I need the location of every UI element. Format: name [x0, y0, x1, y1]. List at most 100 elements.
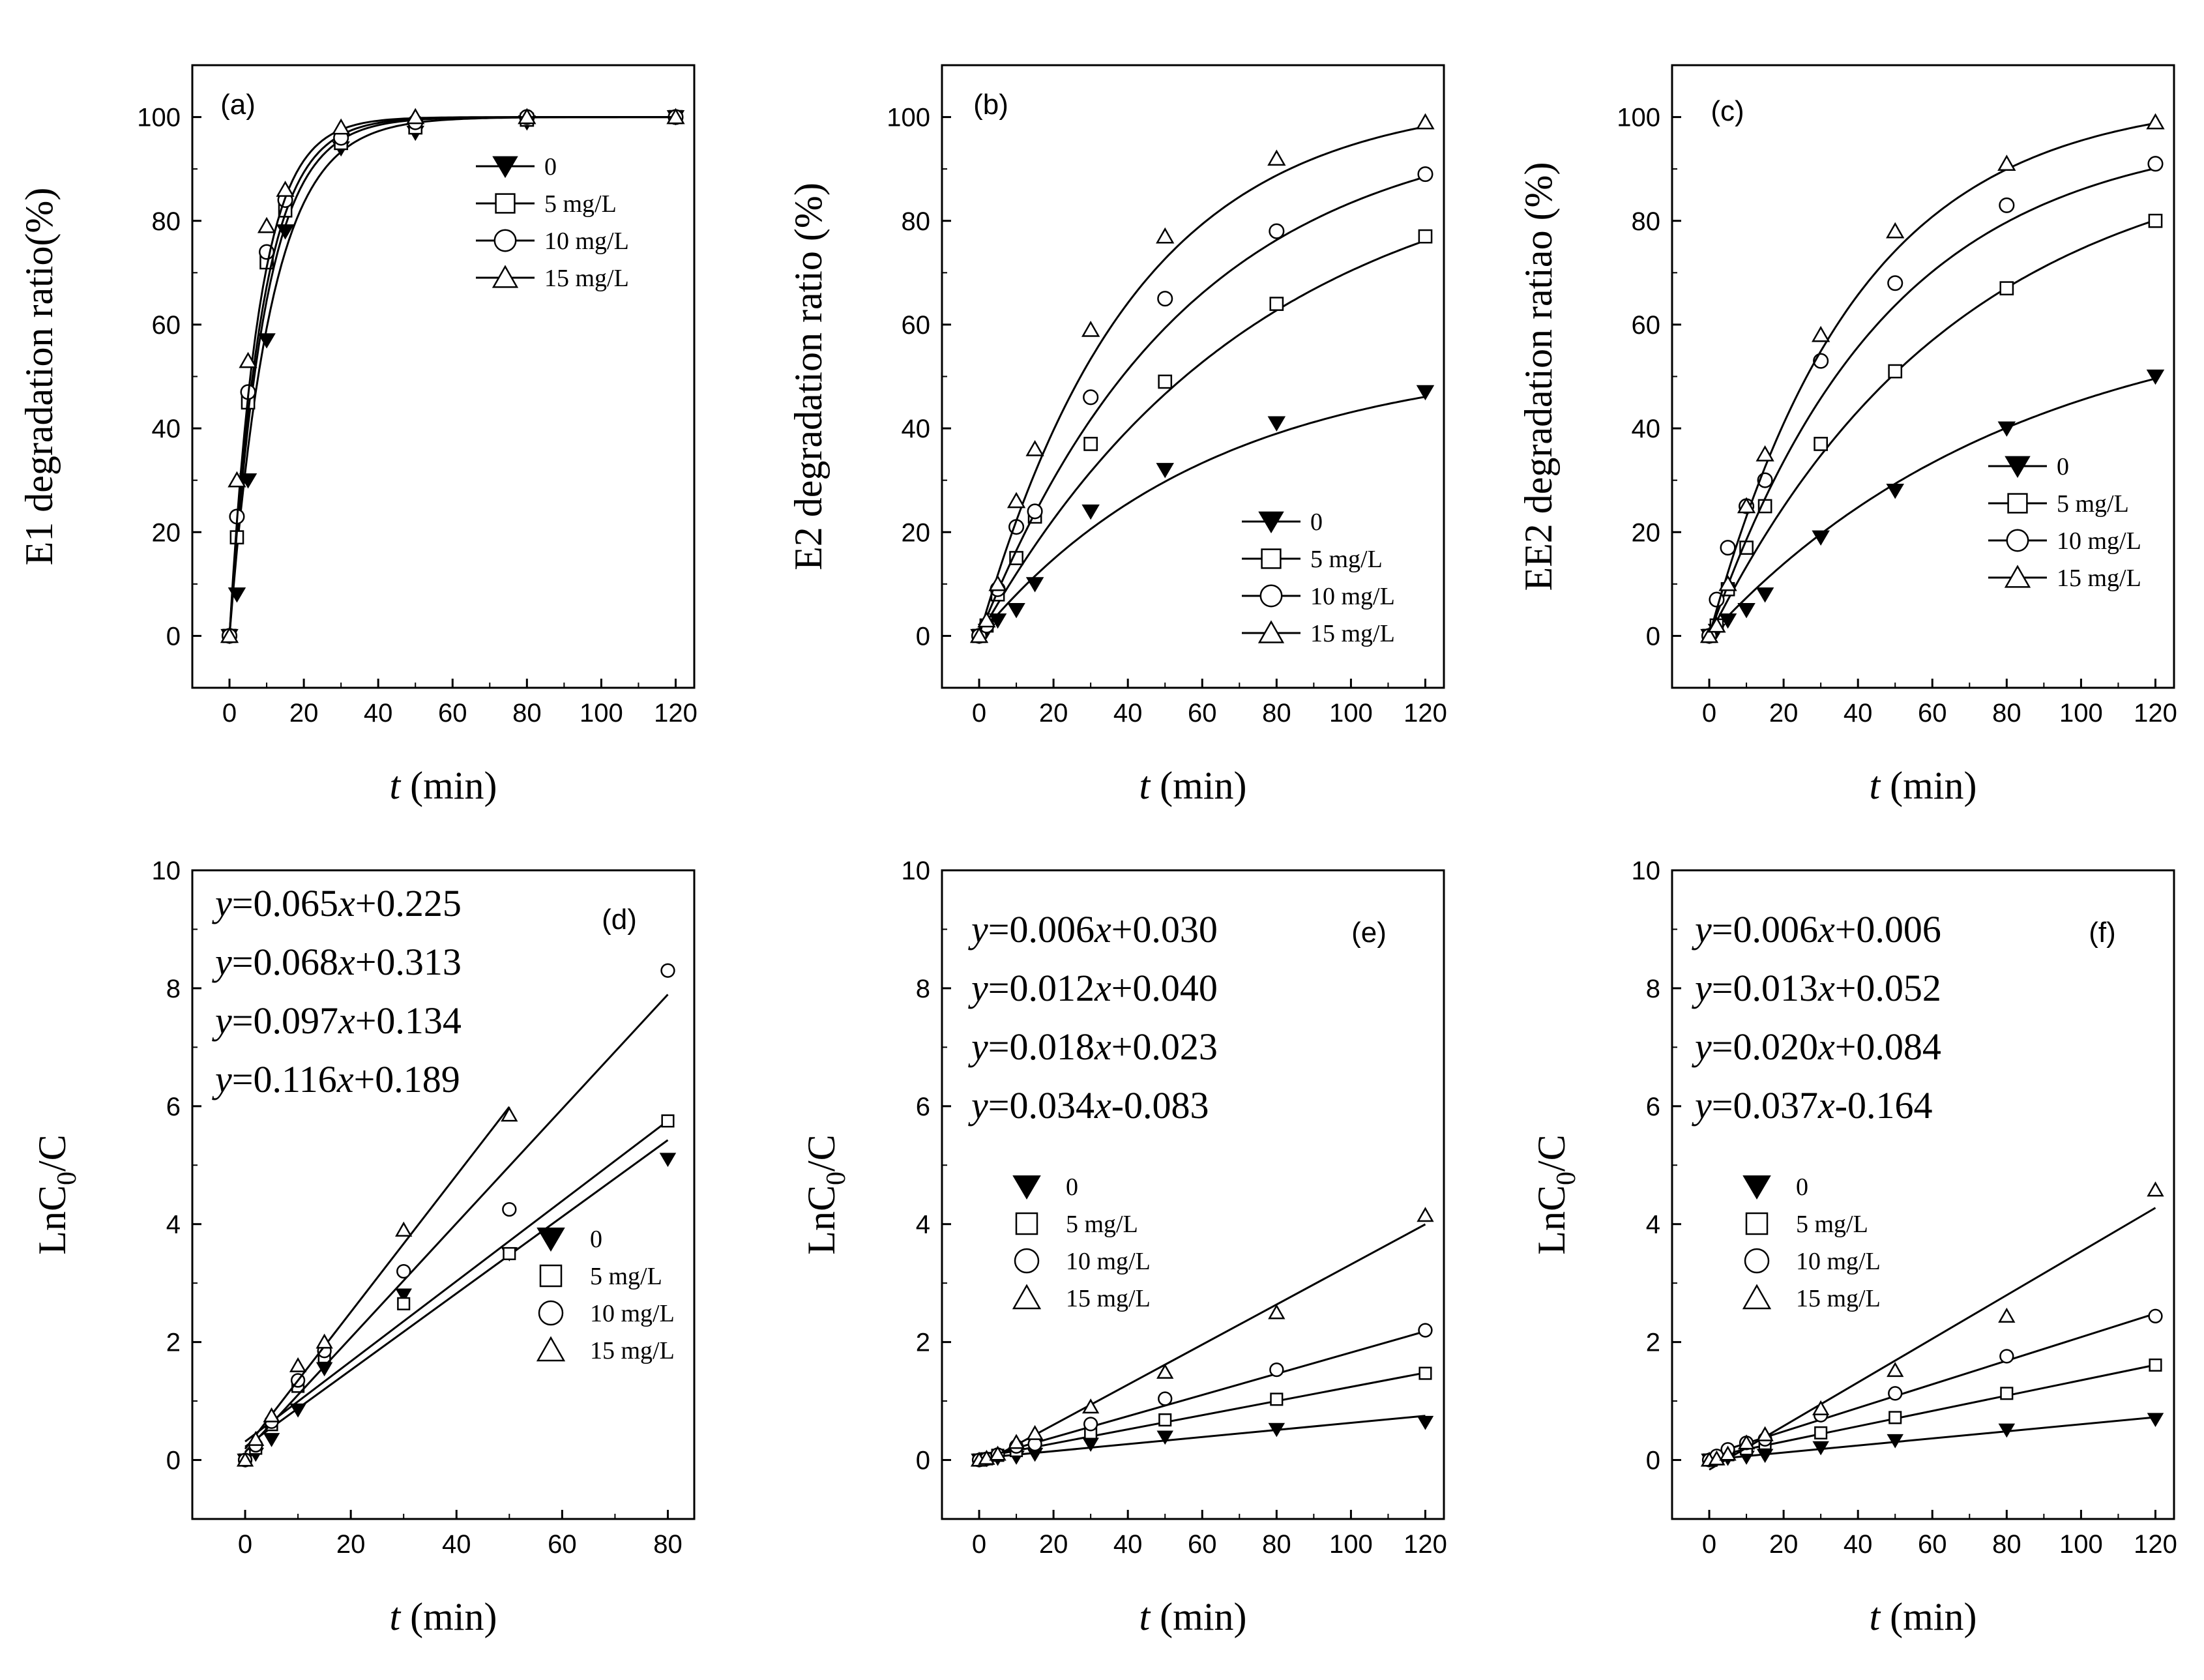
- data-point: [661, 1114, 675, 1128]
- y-tick-label: 2: [1646, 1329, 1660, 1357]
- data-point: [1418, 1366, 1432, 1380]
- y-tick-label: 40: [152, 415, 181, 443]
- regression-line: [1709, 1312, 2156, 1456]
- data-point: [989, 1445, 1006, 1461]
- x-tick-label: 20: [1039, 1530, 1068, 1559]
- y-tick-label: 100: [1617, 104, 1660, 132]
- data-point: [1887, 1434, 1903, 1449]
- x-tick-label: 20: [1039, 699, 1068, 728]
- fit-equation: y=0.013x+0.052: [1692, 967, 1941, 1009]
- equation-intercept: +0.006: [1835, 908, 1941, 951]
- data-point: [1081, 1398, 1100, 1414]
- equation-y: y: [968, 1084, 988, 1127]
- y-tick-label: 20: [902, 518, 931, 547]
- equation-y: y: [212, 999, 232, 1042]
- y-tick-label: 0: [166, 622, 181, 651]
- data-point: [1268, 1422, 1286, 1437]
- x-axis-variable: t: [390, 1595, 402, 1638]
- data-point: [1888, 364, 1903, 379]
- x-axis-variable: t: [1139, 1595, 1151, 1638]
- x-axis-label: t (min): [1870, 764, 1977, 807]
- legend: 0 5 mg/L 10 mg/L 15 mg/L: [476, 153, 629, 292]
- plot-frame: [191, 64, 696, 689]
- y-tick-label: 10: [1632, 857, 1661, 885]
- legend-entry: 10 mg/L: [1744, 1248, 1881, 1275]
- data-point: [289, 1357, 307, 1372]
- x-axis-unit: (min): [1880, 764, 1976, 807]
- x-tick-label: 0: [1702, 1530, 1716, 1559]
- y-axis-label-tail: /C: [1530, 1134, 1573, 1172]
- equation-slope: =0.068: [232, 941, 338, 983]
- legend-label: 5 mg/L: [1066, 1211, 1138, 1238]
- y-axis-label-tail: /C: [31, 1134, 74, 1172]
- data-point: [1814, 437, 1828, 451]
- chart-panel-2: 0 20 40 60 80 100 120 0 20 40 60 80 100 t (min) E2 deg…: [787, 64, 1447, 807]
- x-tick-label: 100: [2059, 699, 2103, 728]
- fit-equation: y=0.097x+0.134: [212, 999, 462, 1042]
- data-point: [1719, 1445, 1737, 1461]
- data-point: [395, 1288, 412, 1303]
- data-point: [1027, 503, 1043, 520]
- regression-line: [978, 1372, 1426, 1459]
- legend-entry: 5 mg/L: [539, 1263, 662, 1290]
- legend-marker: [536, 1336, 566, 1362]
- equation-intercept: +0.030: [1111, 908, 1218, 951]
- y-axis-label-subscript: 0: [1551, 1172, 1581, 1185]
- data-point: [1720, 540, 1736, 556]
- data-point: [1756, 587, 1774, 603]
- x-tick-label: 120: [654, 699, 698, 728]
- data-point: [1811, 325, 1830, 342]
- data-point: [263, 1407, 280, 1422]
- data-point: [1707, 616, 1726, 633]
- y-axis-label-tail: /C: [800, 1134, 843, 1172]
- data-point: [2149, 1358, 2162, 1372]
- legend-entry: 0: [1242, 508, 1323, 536]
- data-point: [1418, 1323, 1433, 1338]
- data-point: [1156, 1430, 1173, 1445]
- data-point: [1888, 1411, 1902, 1424]
- data-point: [1999, 1349, 2014, 1364]
- series-curve: [1708, 167, 2156, 636]
- panel-tag: (e): [1351, 917, 1387, 949]
- equation-intercept: +0.052: [1835, 967, 1941, 1009]
- x-tick-label: 100: [2059, 1530, 2103, 1559]
- data-point: [1718, 613, 1737, 629]
- legend-marker: [492, 156, 518, 179]
- equation-intercept: +0.084: [1835, 1025, 1941, 1068]
- data-point: [1814, 1426, 1828, 1439]
- panel-tag: (a): [220, 89, 256, 121]
- legend-entry: 10 mg/L: [476, 228, 629, 255]
- y-tick-label: 6: [1646, 1093, 1660, 1121]
- x-axis-label: t (min): [390, 1595, 497, 1638]
- x-tick-label: 80: [1262, 1530, 1291, 1559]
- data-point: [1812, 1441, 1829, 1456]
- data-point: [1416, 113, 1435, 130]
- legend: 0 5 mg/L 10 mg/L 15 mg/L: [1242, 508, 1395, 647]
- panel-tag: (d): [602, 904, 637, 936]
- legend-marker: [2005, 456, 2031, 479]
- y-tick-label: 100: [887, 104, 930, 132]
- equation-y: y: [1692, 1084, 1712, 1127]
- data-point: [1887, 1362, 1904, 1378]
- regression-line: [1709, 1207, 2156, 1471]
- data-point: [1737, 1434, 1756, 1450]
- equation-x: x: [338, 999, 355, 1042]
- data-point: [276, 181, 295, 197]
- legend-marker: [1744, 1248, 1770, 1274]
- x-tick-label: 0: [972, 1530, 986, 1559]
- regression-line: [244, 1106, 510, 1450]
- equation-slope: =0.013: [1712, 967, 1818, 1009]
- legend-entry: 0: [1012, 1173, 1078, 1201]
- x-tick-label: 80: [1262, 699, 1291, 728]
- data-point: [1158, 1391, 1173, 1406]
- fit-equation: y=0.020x+0.084: [1692, 1025, 1941, 1068]
- x-tick-label: 0: [222, 699, 237, 728]
- series-curve: [978, 175, 1426, 636]
- data-point: [1886, 222, 1905, 239]
- data-point: [396, 1263, 411, 1279]
- legend-entry: 10 mg/L: [1014, 1248, 1151, 1275]
- data-point: [289, 1403, 306, 1418]
